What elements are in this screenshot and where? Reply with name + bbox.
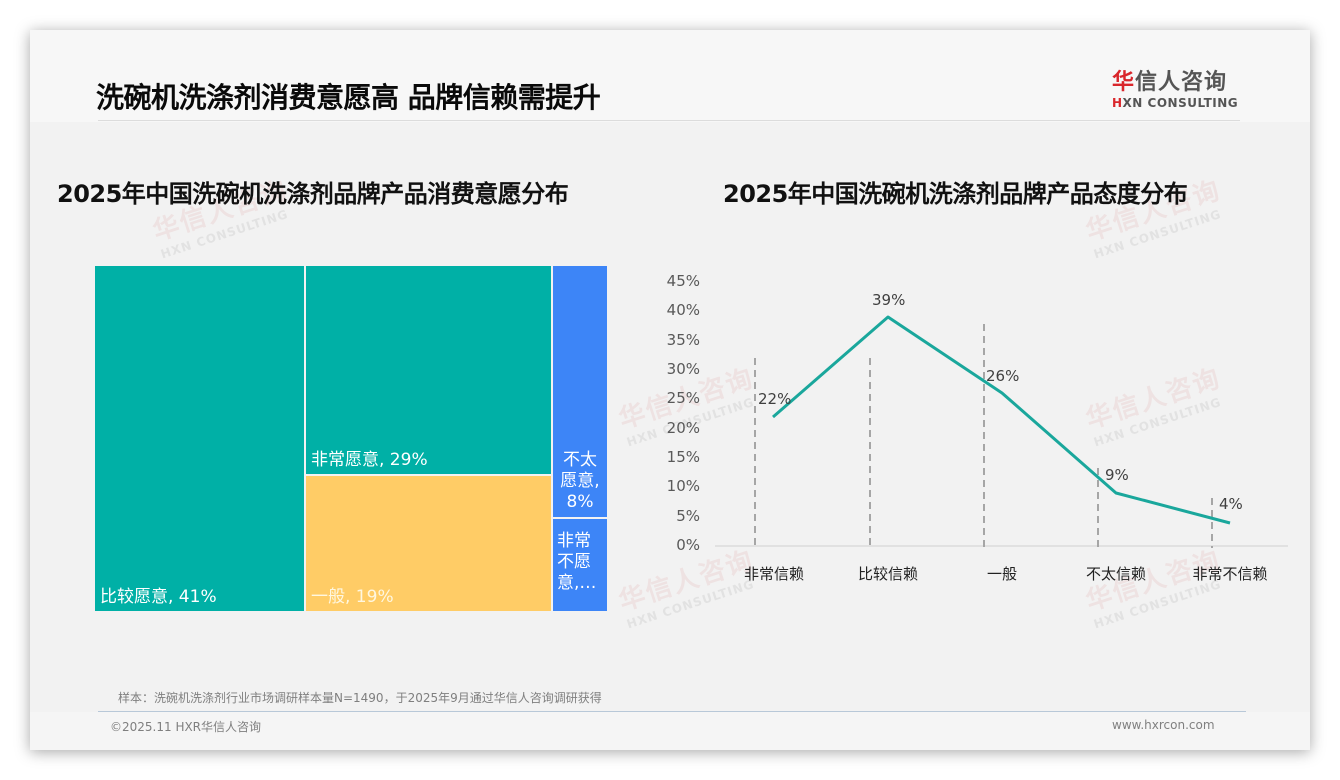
x-tick: 一般 bbox=[986, 565, 1017, 583]
footer-divider bbox=[98, 711, 1246, 712]
y-tick: 45% bbox=[666, 272, 700, 290]
title-divider bbox=[98, 120, 1240, 121]
brand-logo: 华信人咨询 HXN CONSULTING bbox=[1112, 64, 1238, 110]
y-tick: 25% bbox=[666, 389, 700, 407]
treemap-tile-bijiao[interactable]: 比较愿意, 41% bbox=[95, 266, 304, 611]
y-tick: 0% bbox=[676, 536, 700, 554]
treemap-tile-feichang-bu[interactable]: 非常 不愿 意,… bbox=[553, 519, 607, 611]
data-label: 39% bbox=[872, 291, 906, 309]
y-tick: 30% bbox=[666, 360, 700, 378]
x-tick: 非常不信赖 bbox=[1192, 565, 1268, 583]
treemap-chart-title: 2025年中国洗碗机洗涤剂品牌产品消费意愿分布 bbox=[57, 180, 569, 208]
line-chart-title: 2025年中国洗碗机洗涤剂品牌产品态度分布 bbox=[723, 180, 1188, 208]
data-label: 4% bbox=[1219, 495, 1243, 513]
sample-footnote: 样本：洗碗机洗涤剂行业市场调研样本量N=1490，于2025年9月通过华信人咨询… bbox=[118, 691, 602, 705]
line-chart: 45% 40% 35% 30% 25% 20% 15% 10% 5% 0% 22… bbox=[650, 270, 1310, 590]
footer-band bbox=[30, 712, 1310, 750]
data-label: 26% bbox=[986, 367, 1020, 385]
data-series-line bbox=[772, 315, 1231, 525]
y-tick: 35% bbox=[666, 331, 700, 349]
treemap-tile-feichang[interactable]: 非常愿意, 29% bbox=[306, 266, 551, 474]
treemap-chart: 比较愿意, 41% 非常愿意, 29% 一般, 19% 不太 愿意, 8% 非常… bbox=[95, 266, 607, 611]
line-chart-plot bbox=[715, 315, 1288, 548]
logo-english: HXN CONSULTING bbox=[1112, 96, 1239, 110]
treemap-tile-butai[interactable]: 不太 愿意, 8% bbox=[553, 266, 607, 517]
data-label: 9% bbox=[1105, 466, 1129, 484]
slide-card: 洗碗机洗涤剂消费意愿高 品牌信赖需提升 华信人咨询 HXN CONSULTING… bbox=[30, 30, 1310, 750]
slide-header-band bbox=[30, 30, 1310, 122]
logo-chinese: 华信人咨询 bbox=[1112, 70, 1228, 95]
y-tick: 20% bbox=[666, 419, 700, 437]
treemap-tile-yiban[interactable]: 一般, 19% bbox=[306, 476, 551, 611]
website-link[interactable]: www.hxrcon.com bbox=[1112, 718, 1215, 732]
page-title: 洗碗机洗涤剂消费意愿高 品牌信赖需提升 bbox=[96, 81, 601, 114]
x-tick: 比较信赖 bbox=[857, 565, 918, 583]
x-tick: 不太信赖 bbox=[1085, 565, 1146, 583]
y-tick: 15% bbox=[666, 448, 700, 466]
y-tick: 5% bbox=[676, 507, 700, 525]
y-tick: 10% bbox=[666, 477, 700, 495]
y-tick: 40% bbox=[666, 301, 700, 319]
x-tick: 非常信赖 bbox=[743, 565, 804, 583]
data-label: 22% bbox=[758, 390, 792, 408]
copyright-text: ©2025.11 HXR华信人咨询 bbox=[110, 720, 262, 734]
